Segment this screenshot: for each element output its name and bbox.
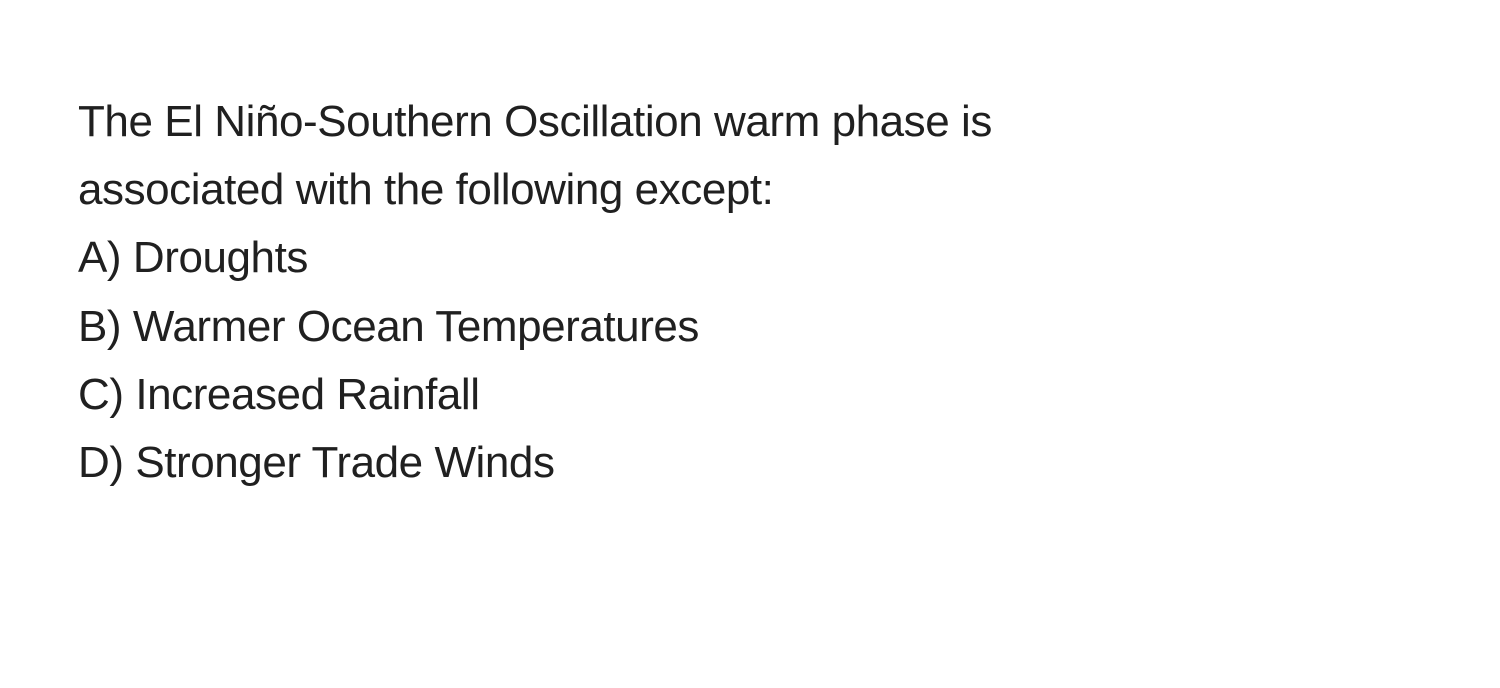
- question-stem-line-2: associated with the following except:: [78, 156, 1422, 224]
- option-d: D) Stronger Trade Winds: [78, 429, 1422, 497]
- option-c: C) Increased Rainfall: [78, 361, 1422, 429]
- option-b: B) Warmer Ocean Temperatures: [78, 293, 1422, 361]
- question-stem-line-1: The El Niño-Southern Oscillation warm ph…: [78, 88, 1422, 156]
- option-a: A) Droughts: [78, 224, 1422, 292]
